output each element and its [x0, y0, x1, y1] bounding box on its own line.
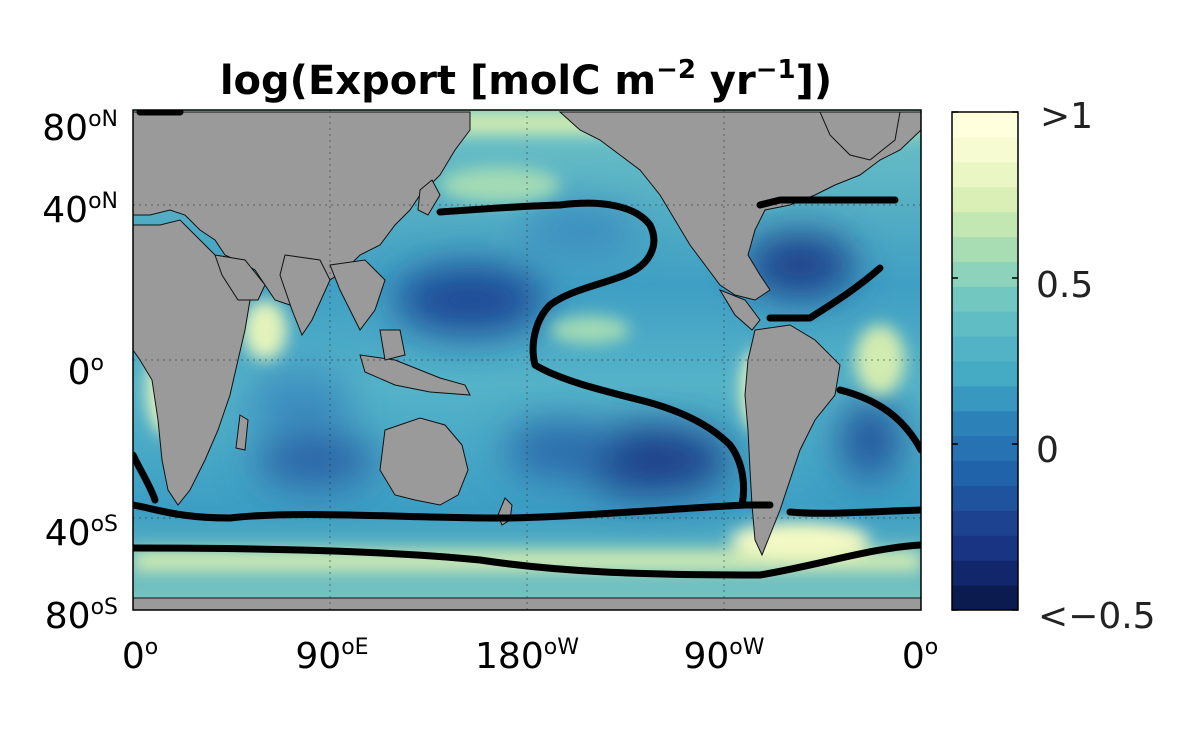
colorbar-segment: [952, 585, 1018, 611]
colorbar-tick-label: 0.5: [1036, 265, 1093, 306]
colorbar-segment: [952, 535, 1018, 561]
landmass-arabia: [214, 254, 266, 301]
colorbar-segment: [952, 112, 1018, 138]
y-tick-label: 80oN: [42, 107, 118, 149]
contour-west-africa: [133, 451, 159, 504]
biome-contours: [133, 110, 921, 579]
contour-south-band-2: [133, 541, 921, 579]
landmass-greenland: [819, 111, 901, 161]
landmass-borneo: [379, 329, 406, 361]
colorbar-segment: [952, 361, 1018, 387]
map-frame: [132, 109, 922, 611]
landmass-se-asia: [329, 259, 386, 331]
colorbar-tick-label: 0: [1036, 430, 1059, 471]
colorbar-segment: [952, 336, 1018, 362]
y-tick-label: 80oS: [45, 595, 118, 637]
x-tick-label: 90oW: [683, 635, 764, 677]
gyre-patches: [245, 205, 900, 495]
colorbar-labels: >1 0.5 0 <−0.5: [1036, 96, 1156, 637]
y-tick-label: 40oS: [45, 512, 118, 554]
land: [133, 111, 921, 610]
x-tick-label: 90oE: [295, 635, 368, 677]
landmass-india: [279, 254, 331, 337]
colorbar-segment: [952, 460, 1018, 486]
colorbar-segment: [952, 385, 1018, 412]
contour-south-band-1-east: [786, 506, 921, 517]
landmass-indonesia: [359, 354, 471, 396]
x-axis: 0o 90oE 180oW 90oW 0o: [122, 635, 938, 677]
contour-north-pacific: [436, 199, 774, 509]
y-tick-label: 0o: [68, 351, 104, 393]
y-axis: 80oN 40oN 0o 40oS 80oS: [42, 107, 118, 637]
contour-north-atlantic-lower: [766, 264, 884, 322]
landmass-madagascar: [235, 414, 249, 451]
landmass-north-america: [558, 111, 921, 301]
y-tick-label: 40oN: [42, 189, 118, 231]
colorbar-segment: [952, 211, 1018, 237]
colorbar-segment: [952, 261, 1018, 287]
colorbar-segment: [952, 510, 1018, 536]
colorbar-segment: [952, 186, 1018, 213]
landmass-south-america: [744, 324, 841, 557]
landmass-central-america: [718, 288, 761, 331]
contour-south-atlantic: [836, 386, 921, 454]
colorbar-segment: [952, 410, 1018, 437]
map-title: log(Export [molC m−2 yr−1]): [220, 55, 832, 104]
colorbar-tick-label: >1: [1040, 96, 1093, 137]
colorbar-segment: [952, 236, 1018, 262]
colorbar-segment: [952, 286, 1018, 312]
x-tick-label: 0o: [902, 635, 938, 677]
landmass-africa: [133, 219, 251, 506]
colorbar-segment: [952, 136, 1018, 163]
colorbar: [951, 111, 1019, 611]
colorbar-segment: [952, 560, 1018, 586]
x-tick-label: 180oW: [475, 635, 579, 677]
landmass-australia: [379, 417, 469, 506]
colorbar-segment: [952, 485, 1018, 511]
colorbar-segment: [952, 161, 1018, 188]
colorbar-segment: [952, 435, 1018, 462]
contour-north-atlantic: [756, 196, 899, 209]
colorbar-tick-label: <−0.5: [1038, 596, 1156, 637]
contour-south-band-1: [133, 501, 749, 522]
map-panel: [133, 110, 921, 610]
colorbar-frame: [951, 111, 1019, 611]
colorbar-segment: [952, 311, 1018, 337]
x-tick-label: 0o: [122, 635, 158, 677]
